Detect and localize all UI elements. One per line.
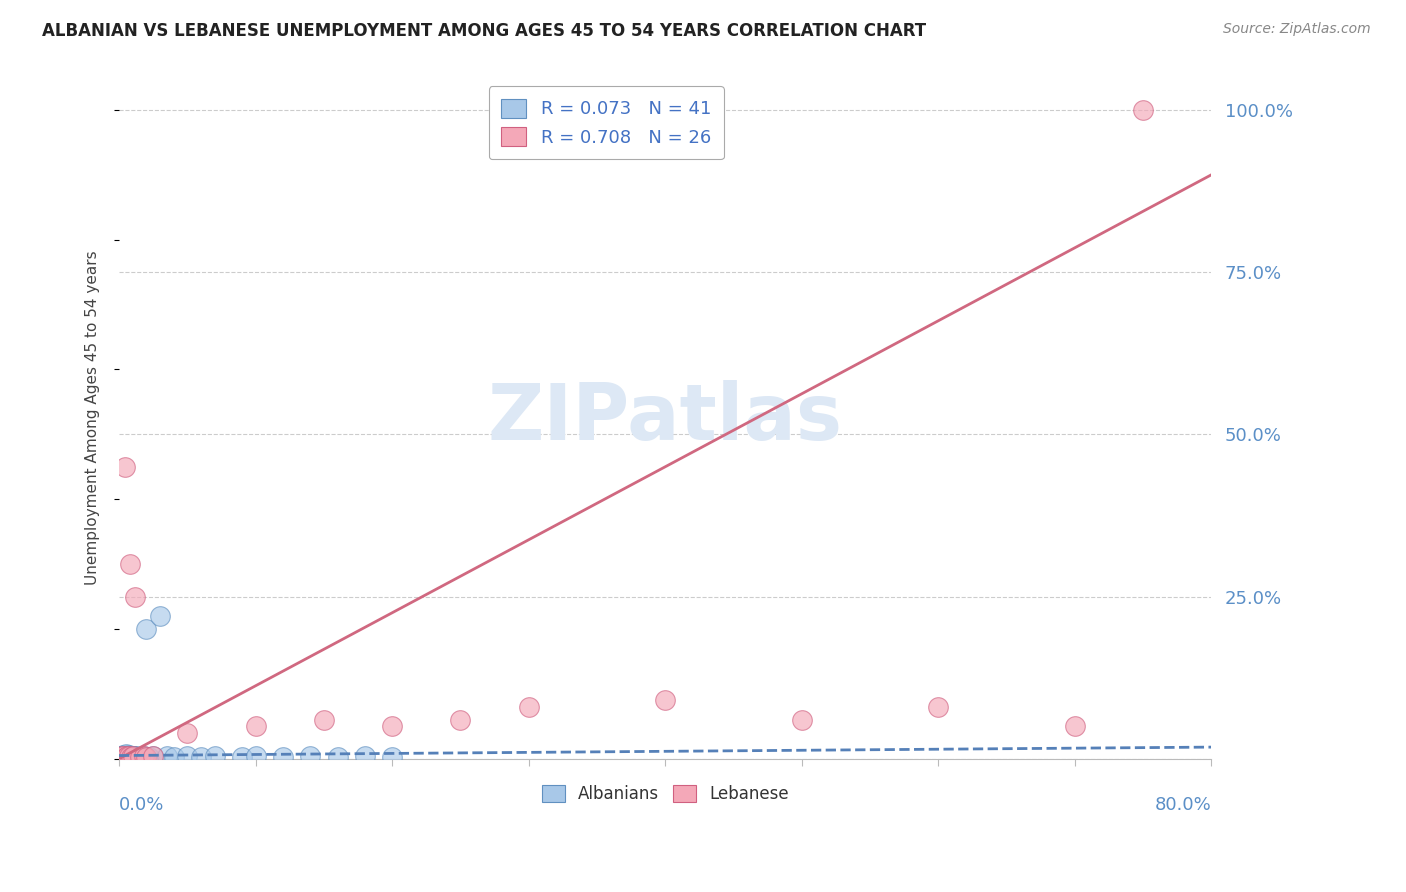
Point bbox=[117, 749, 139, 764]
Point bbox=[118, 748, 141, 763]
Point bbox=[138, 749, 160, 764]
Point bbox=[204, 749, 226, 764]
Point bbox=[163, 749, 186, 764]
Point bbox=[115, 749, 138, 764]
Text: ZIPatlas: ZIPatlas bbox=[488, 380, 842, 456]
Point bbox=[449, 713, 471, 727]
Point bbox=[112, 749, 135, 764]
Point bbox=[115, 747, 138, 762]
Point bbox=[110, 749, 132, 764]
Point bbox=[129, 749, 152, 764]
Point bbox=[128, 748, 150, 763]
Point bbox=[156, 749, 179, 764]
Point bbox=[121, 748, 143, 763]
Point bbox=[115, 749, 138, 764]
Point bbox=[381, 719, 404, 733]
Point bbox=[111, 748, 134, 763]
Point bbox=[121, 749, 143, 764]
Point bbox=[135, 749, 157, 764]
Point bbox=[120, 749, 142, 764]
Y-axis label: Unemployment Among Ages 45 to 54 years: Unemployment Among Ages 45 to 54 years bbox=[86, 251, 100, 585]
Point bbox=[117, 749, 139, 764]
Point bbox=[176, 726, 198, 740]
Point bbox=[122, 748, 145, 763]
Point bbox=[1063, 719, 1085, 733]
Point bbox=[654, 693, 676, 707]
Point bbox=[115, 748, 138, 763]
Point bbox=[125, 749, 148, 764]
Text: 80.0%: 80.0% bbox=[1154, 797, 1212, 814]
Point bbox=[114, 459, 136, 474]
Point bbox=[111, 749, 134, 764]
Point bbox=[110, 749, 132, 764]
Point bbox=[312, 713, 335, 727]
Text: ALBANIAN VS LEBANESE UNEMPLOYMENT AMONG AGES 45 TO 54 YEARS CORRELATION CHART: ALBANIAN VS LEBANESE UNEMPLOYMENT AMONG … bbox=[42, 22, 927, 40]
Point bbox=[120, 749, 142, 764]
Point bbox=[190, 749, 212, 764]
Point bbox=[517, 699, 540, 714]
Point bbox=[142, 748, 165, 763]
Point bbox=[112, 749, 135, 764]
Point bbox=[115, 748, 138, 763]
Point bbox=[128, 749, 150, 764]
Point bbox=[299, 749, 322, 764]
Point bbox=[118, 749, 141, 764]
Point bbox=[142, 749, 165, 764]
Point bbox=[132, 749, 155, 764]
Point bbox=[112, 747, 135, 762]
Point bbox=[271, 749, 294, 764]
Point bbox=[231, 749, 253, 764]
Point bbox=[121, 748, 143, 763]
Point bbox=[117, 747, 139, 762]
Point bbox=[1132, 103, 1154, 117]
Point bbox=[326, 749, 349, 764]
Point bbox=[114, 748, 136, 763]
Point bbox=[245, 749, 267, 764]
Text: 0.0%: 0.0% bbox=[120, 797, 165, 814]
Point bbox=[118, 557, 141, 571]
Point bbox=[114, 749, 136, 764]
Text: Source: ZipAtlas.com: Source: ZipAtlas.com bbox=[1223, 22, 1371, 37]
Point bbox=[111, 748, 134, 763]
Point bbox=[132, 748, 155, 763]
Point bbox=[245, 719, 267, 733]
Point bbox=[790, 713, 813, 727]
Point bbox=[124, 590, 146, 604]
Point bbox=[135, 622, 157, 636]
Point bbox=[927, 699, 949, 714]
Point bbox=[381, 749, 404, 764]
Point bbox=[176, 749, 198, 764]
Point bbox=[149, 609, 172, 624]
Point bbox=[121, 749, 143, 764]
Point bbox=[124, 749, 146, 764]
Point bbox=[353, 749, 375, 764]
Legend: Albanians, Lebanese: Albanians, Lebanese bbox=[533, 777, 797, 812]
Point bbox=[115, 749, 138, 764]
